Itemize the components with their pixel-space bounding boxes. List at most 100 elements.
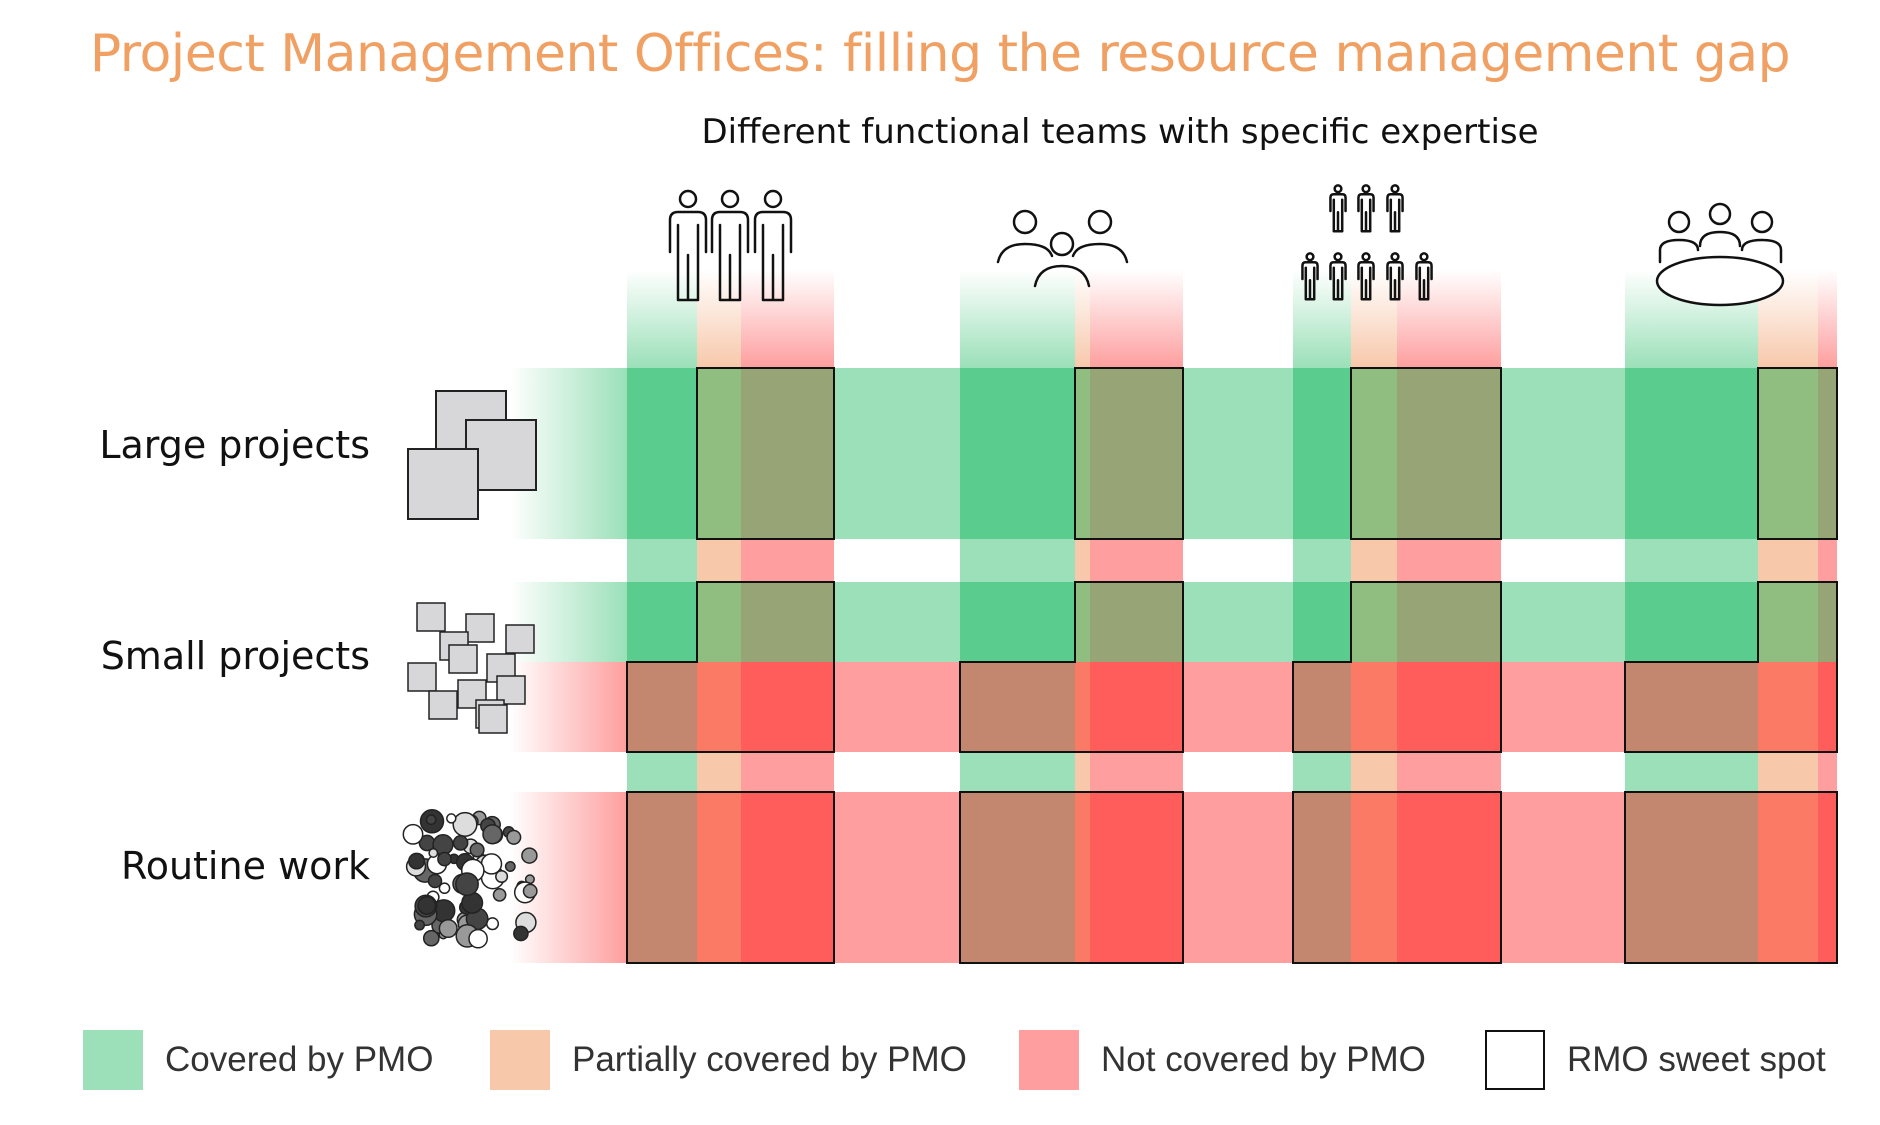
column-header-not-covered-3: [1397, 270, 1501, 368]
sweet-spot-small-4: [1624, 581, 1838, 753]
gap-not-covered-0-2: [1397, 539, 1501, 582]
meeting-table-people-icon: [1655, 202, 1785, 307]
band-strong-small-red-0: [741, 662, 834, 752]
crowd-person-1: [1329, 184, 1347, 233]
crowd-person-8: [1415, 252, 1433, 301]
small-square-1: [465, 613, 495, 643]
three-people-group-icon: [996, 209, 1129, 288]
legend-label-not-covered: Not covered by PMO: [1101, 1040, 1426, 1079]
gap-strips: [627, 539, 1837, 792]
routine-circle-57: [446, 813, 457, 824]
band-sweet-partial-small-green-0: [697, 582, 741, 662]
crowd-person-5: [1329, 252, 1347, 301]
routine-circle-63: [513, 925, 529, 942]
gap-covered-1-1: [960, 752, 1075, 792]
routine-circle-62: [495, 869, 509, 884]
three-standing-people-icon: [668, 189, 793, 302]
band-sweet-partial-small-green-2: [1351, 582, 1397, 662]
band-strong-small-green-2: [1293, 582, 1351, 662]
bust-head-left: [1012, 209, 1038, 235]
band-strong-small-green-1: [960, 582, 1075, 662]
routine-circle-53: [438, 918, 458, 939]
sweet-spot-large-1: [696, 367, 835, 540]
band-strong-large-2: [1293, 368, 1351, 539]
bust-body-left: [996, 242, 1054, 264]
small-projects-squares-icon: [407, 602, 535, 734]
band-sweet-partial-large-1: [1075, 368, 1090, 539]
routine-circle-15: [521, 847, 538, 864]
band-brown-small-red-0: [627, 662, 697, 752]
routine-circle-26: [402, 823, 424, 845]
band-sweet-partial-large-0: [697, 368, 741, 539]
routine-circle-61: [469, 842, 485, 858]
meeting-body-left: [1658, 238, 1700, 264]
gap-not-covered-0-3: [1818, 539, 1837, 582]
routine-circle-49: [482, 824, 503, 845]
routine-circle-38: [428, 848, 439, 858]
band-orange-routine-2: [1351, 792, 1397, 963]
gap-partial-1-3: [1758, 752, 1818, 792]
band-strong-routine-2: [1397, 792, 1501, 963]
column-headers: [627, 270, 1837, 368]
routine-circle-66: [437, 851, 452, 867]
routine-circle-64: [504, 861, 516, 872]
gap-covered-1-0: [627, 752, 697, 792]
column-header-covered-2: [960, 270, 1075, 368]
band-brown-routine-3: [1625, 792, 1758, 963]
meeting-head-right: [1750, 210, 1774, 234]
routine-circle-44: [468, 928, 488, 949]
sweet-spot-routine-2: [959, 791, 1184, 964]
gap-partial-1-0: [697, 752, 741, 792]
gap-not-covered-1-0: [741, 752, 834, 792]
band-orange-small-red-3: [1758, 662, 1818, 752]
gap-covered-1-2: [1293, 752, 1351, 792]
sweet-spot-routine-3: [1292, 791, 1502, 964]
routine-circle-37: [414, 919, 426, 931]
gap-partial-0-2: [1351, 539, 1397, 582]
large-projects-squares-icon: [407, 390, 537, 520]
standing-person-1: [668, 189, 708, 302]
meeting-body-right: [1740, 238, 1783, 264]
column-header-partial-2: [1075, 270, 1090, 368]
small-square-11: [478, 704, 508, 734]
routine-circle-28: [425, 814, 437, 826]
band-orange-small-red-2: [1351, 662, 1397, 752]
band-strong-small-red-2: [1397, 662, 1501, 752]
meeting-head-center: [1708, 202, 1732, 226]
routine-circle-54: [506, 829, 522, 845]
routine-circle-69: [522, 883, 538, 899]
routine-circle-8: [422, 929, 440, 947]
band-sweet-large-1: [1075, 368, 1183, 539]
legend-swatch-partial: [490, 1030, 550, 1090]
column-header-not-covered-1: [741, 270, 834, 368]
legend-item-sweet-spot: RMO sweet spot: [1485, 1030, 1826, 1090]
gap-not-covered-1-1: [1090, 752, 1183, 792]
meeting-table: [1655, 255, 1785, 307]
routine-circle-59: [452, 835, 469, 851]
legend-label-partial: Partially covered by PMO: [572, 1040, 967, 1079]
bust-head-right: [1087, 209, 1113, 235]
gap-covered-0-0: [627, 539, 697, 582]
band-sweet-small-green-1: [1075, 582, 1183, 662]
routine-circle-58: [455, 872, 479, 897]
standing-person-3: [753, 189, 793, 302]
small-square-6: [407, 662, 437, 692]
gap-partial-0-3: [1758, 539, 1818, 582]
band-strong-small-green-3: [1625, 582, 1758, 662]
crowd-person-2: [1357, 184, 1375, 233]
meeting-head-left: [1667, 210, 1691, 234]
small-square-0: [416, 602, 446, 632]
gap-covered-1-3: [1625, 752, 1758, 792]
legend-item-covered: Covered by PMO: [83, 1030, 433, 1090]
legend-swatch-not-covered: [1019, 1030, 1079, 1090]
sweet-spot-large-4: [1757, 367, 1838, 540]
gap-covered-0-3: [1625, 539, 1758, 582]
band-strong-large-0: [627, 368, 697, 539]
small-square-9: [428, 690, 458, 720]
band-sweet-partial-small-green-1: [1075, 582, 1090, 662]
band-strong-routine-3: [1818, 792, 1837, 963]
routine-circle-45: [452, 811, 478, 837]
meeting-body-center: [1698, 230, 1742, 248]
gap-partial-1-1: [1075, 752, 1090, 792]
